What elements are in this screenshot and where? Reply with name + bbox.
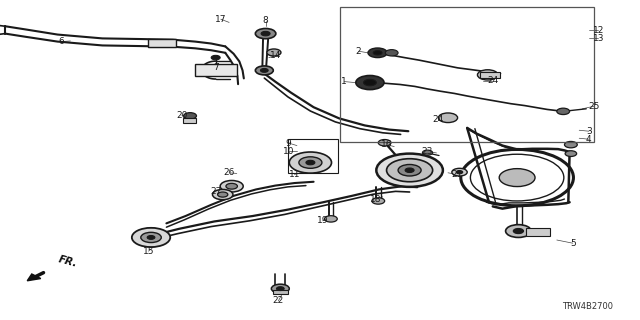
Text: 21: 21 [451,170,463,179]
Circle shape [132,228,170,247]
Circle shape [306,160,315,165]
Polygon shape [28,274,41,281]
Bar [148,39,176,47]
Bar [273,290,288,294]
Text: 26: 26 [223,168,235,177]
Text: FR.: FR. [58,254,79,269]
Circle shape [271,284,289,293]
Text: 1: 1 [342,77,347,86]
Circle shape [356,76,384,90]
Circle shape [141,232,161,243]
Text: 10: 10 [283,147,294,156]
Text: 23: 23 [422,147,433,156]
Text: 13: 13 [593,34,604,43]
Text: 7: 7 [214,63,219,72]
Bar [288,139,338,173]
Circle shape [506,225,531,237]
Text: 12: 12 [593,26,604,35]
Text: 17: 17 [215,15,227,24]
Bar [480,72,500,78]
Circle shape [212,189,233,200]
Circle shape [422,150,433,155]
Circle shape [299,157,322,168]
Text: 25: 25 [588,102,600,111]
Circle shape [385,50,398,56]
Circle shape [565,151,577,156]
Circle shape [456,171,463,174]
Circle shape [324,216,337,222]
Circle shape [364,79,376,86]
Circle shape [368,48,387,58]
Circle shape [557,108,570,115]
Text: 5: 5 [570,239,575,248]
Text: 20: 20 [176,111,188,120]
Text: 8: 8 [263,16,268,25]
Text: 4: 4 [586,135,591,144]
Bar [183,118,196,123]
Bar [340,7,594,142]
Text: 9: 9 [286,139,291,148]
Circle shape [372,198,385,204]
Text: 16: 16 [381,140,392,149]
Circle shape [289,152,332,173]
Text: 11: 11 [289,170,300,179]
Text: 24: 24 [433,116,444,124]
Text: TRW4B2700: TRW4B2700 [562,302,613,311]
Circle shape [261,31,270,36]
Circle shape [211,55,220,60]
Circle shape [452,168,467,176]
Circle shape [220,180,243,192]
Circle shape [255,66,273,75]
Circle shape [438,113,458,123]
Circle shape [226,183,237,189]
Circle shape [405,168,414,172]
Text: 27: 27 [210,188,221,196]
Circle shape [267,49,281,56]
Circle shape [218,192,228,197]
Circle shape [499,169,535,187]
Bar [526,228,550,236]
Circle shape [276,287,284,291]
Bar [195,64,237,76]
Circle shape [147,236,155,239]
Text: 24: 24 [487,76,499,85]
Circle shape [378,140,391,146]
Circle shape [255,28,276,39]
Circle shape [376,154,443,187]
Circle shape [373,51,382,55]
Text: 22: 22 [273,296,284,305]
Circle shape [184,113,196,119]
Text: 19: 19 [317,216,328,225]
Text: 6: 6 [58,37,63,46]
Circle shape [564,141,577,148]
Text: 18: 18 [370,196,381,204]
Circle shape [477,70,498,80]
Circle shape [387,159,433,182]
Circle shape [398,164,421,176]
Circle shape [513,228,524,234]
Text: 15: 15 [143,247,154,256]
Circle shape [260,68,268,72]
Text: 3: 3 [586,127,591,136]
Text: 2: 2 [356,47,361,56]
Text: 14: 14 [269,52,281,60]
